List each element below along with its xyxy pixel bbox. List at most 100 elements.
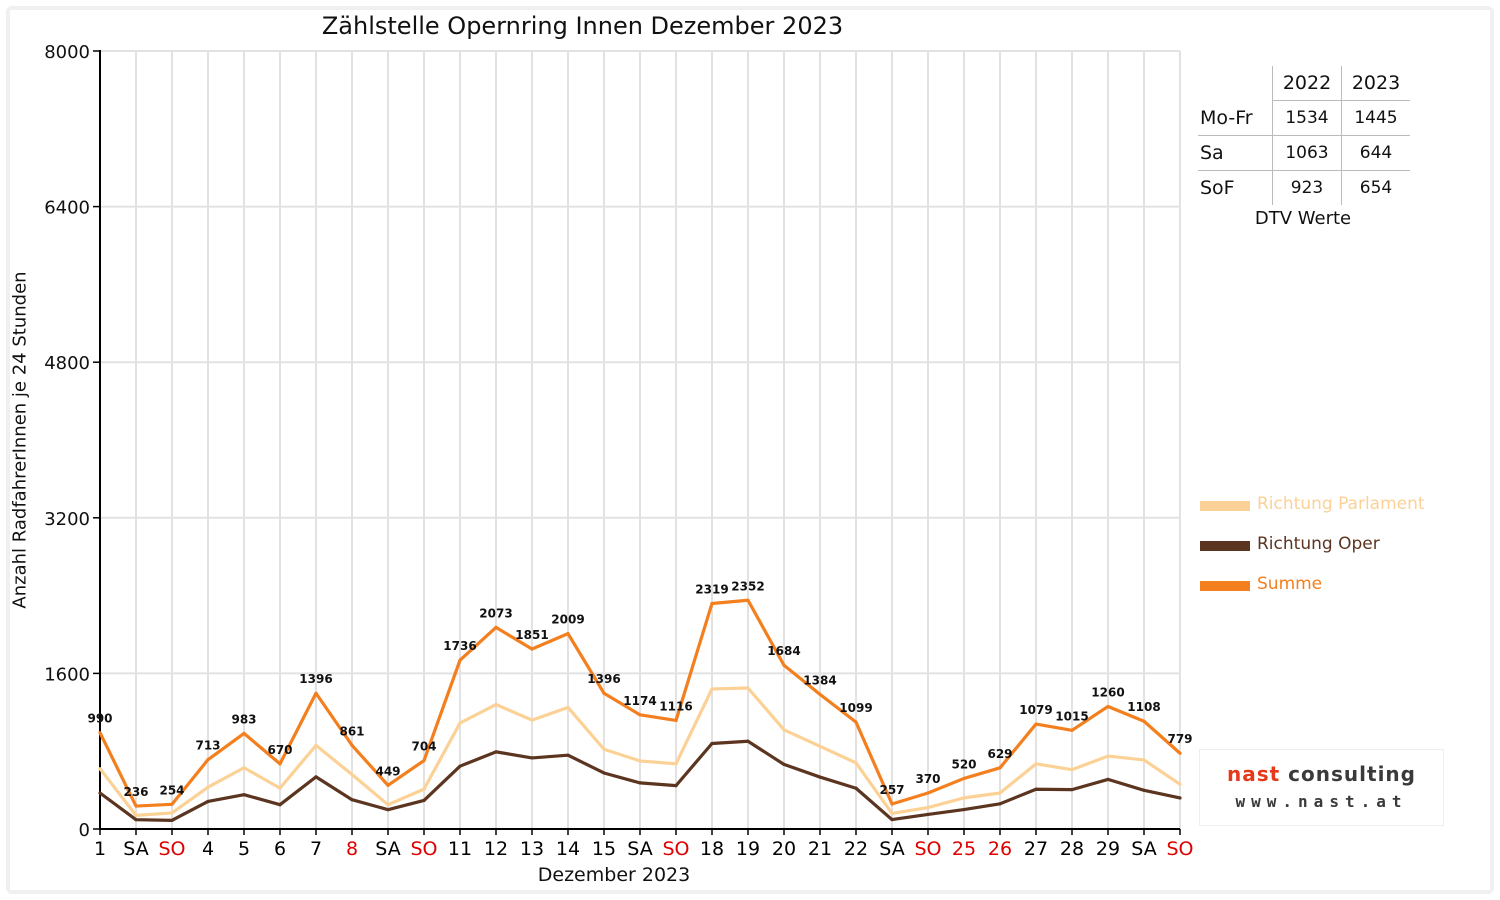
data-point-summe: [566, 632, 570, 636]
data-point-richtung-oper: [350, 798, 354, 802]
data-point-richtung-parlament: [602, 747, 606, 751]
x-tick-label: SA: [123, 838, 148, 860]
x-tick-label: 6: [274, 838, 286, 860]
data-point-summe: [998, 766, 1002, 770]
x-tick-label: 8: [346, 838, 358, 860]
dtv-row-label: Mo-Fr: [1198, 100, 1273, 136]
data-point-richtung-parlament: [854, 761, 858, 765]
logo-wordmark: nast consulting: [1200, 762, 1443, 786]
data-point-summe: [242, 731, 246, 736]
data-point-richtung-parlament: [638, 759, 642, 763]
data-point-richtung-oper: [1070, 788, 1074, 792]
y-tick-label: 6400: [44, 198, 90, 219]
x-tick-label: 4: [202, 838, 214, 860]
dtv-value-2023: 1445: [1341, 100, 1410, 136]
x-tick-label: 27: [1024, 838, 1048, 860]
data-label: 520: [951, 757, 976, 771]
data-point-richtung-parlament: [890, 811, 894, 816]
dtv-row-label: SoF: [1200, 177, 1235, 199]
data-point-richtung-parlament: [1142, 758, 1146, 762]
data-point-richtung-parlament: [422, 787, 426, 791]
legend-label: Summe: [1257, 574, 1323, 594]
data-point-richtung-parlament: [206, 785, 210, 789]
x-tick-label: 22: [844, 838, 868, 860]
dtv-value-2022: 923: [1272, 170, 1342, 205]
data-label: 254: [159, 783, 184, 797]
data-label: 236: [123, 785, 148, 799]
dtv-value-2023: 644: [1341, 135, 1410, 171]
data-point-richtung-oper: [854, 786, 858, 790]
data-point-summe: [530, 647, 534, 651]
data-point-summe: [962, 776, 966, 781]
y-tick-label: 4800: [44, 353, 90, 374]
data-point-summe: [1106, 704, 1110, 709]
data-point-richtung-parlament: [746, 686, 750, 690]
x-axis-label: Dezember 2023: [537, 864, 691, 886]
x-tick-label: 26: [988, 838, 1012, 860]
x-tick-label: SO: [914, 838, 941, 860]
data-point-richtung-parlament: [386, 803, 390, 807]
data-point-richtung-parlament: [818, 744, 822, 748]
data-point-summe: [350, 743, 354, 747]
data-point-richtung-oper: [206, 799, 210, 804]
y-tick-label: 1600: [44, 664, 90, 685]
logo-name-part2: consulting: [1288, 762, 1416, 786]
data-point-richtung-oper: [170, 818, 174, 822]
data-point-richtung-oper: [422, 798, 426, 803]
data-point-richtung-parlament: [314, 743, 318, 747]
data-point-summe: [926, 791, 930, 795]
data-label: 990: [87, 712, 112, 726]
data-point-richtung-parlament: [98, 767, 102, 771]
data-point-richtung-parlament: [962, 796, 966, 800]
data-point-richtung-oper: [134, 818, 138, 822]
data-label: 704: [411, 740, 436, 754]
data-point-richtung-parlament: [782, 728, 786, 732]
data-point-richtung-parlament: [134, 813, 138, 817]
data-label: 1736: [443, 639, 476, 653]
x-tick-label: SA: [879, 838, 904, 860]
data-point-summe: [1178, 751, 1182, 755]
dtv-row: SoF 923 654: [1198, 170, 1410, 205]
dtv-value-2022: 1534: [1272, 100, 1342, 136]
data-label: 1396: [587, 672, 620, 686]
data-point-summe: [674, 718, 678, 723]
x-tick-label: 5: [238, 838, 250, 860]
x-tick-label: SA: [1131, 838, 1156, 860]
data-point-summe: [278, 762, 282, 766]
x-tick-label: 18: [700, 838, 724, 860]
data-label: 983: [231, 712, 256, 726]
x-tick-label: 15: [592, 838, 616, 860]
x-tick-label: 21: [808, 838, 832, 860]
data-point-summe: [1070, 728, 1074, 732]
data-point-summe: [818, 692, 822, 697]
legend-label: Richtung Oper: [1257, 534, 1380, 554]
data-point-richtung-oper: [962, 807, 966, 812]
y-tick-label: 8000: [44, 42, 90, 63]
data-label: 2319: [695, 582, 728, 596]
x-tick-label: 20: [772, 838, 796, 860]
legend-swatch: [1200, 501, 1250, 511]
data-point-richtung-parlament: [710, 687, 714, 691]
data-point-richtung-oper: [278, 803, 282, 807]
dtv-row: Sa 1063 644: [1198, 135, 1410, 171]
data-point-richtung-parlament: [278, 786, 282, 790]
data-label: 1079: [1019, 703, 1052, 717]
data-point-richtung-parlament: [170, 811, 174, 815]
logo-url: www.nast.at: [1235, 792, 1408, 811]
data-label: 629: [987, 747, 1012, 761]
x-tick-label: SA: [627, 838, 652, 860]
x-tick-label: 14: [556, 838, 580, 860]
data-point-summe: [638, 713, 642, 717]
data-point-richtung-oper: [98, 791, 102, 795]
data-point-richtung-parlament: [1106, 754, 1110, 758]
x-tick-label: 25: [952, 838, 976, 860]
data-point-richtung-oper: [1106, 777, 1110, 782]
dtv-caption: DTV Werte: [1254, 208, 1352, 229]
x-tick-label: 28: [1060, 838, 1084, 860]
data-label: 1384: [803, 673, 836, 687]
data-point-richtung-parlament: [494, 702, 498, 707]
data-point-summe: [134, 804, 138, 808]
data-point-richtung-oper: [926, 812, 930, 817]
data-point-richtung-oper: [602, 771, 606, 775]
